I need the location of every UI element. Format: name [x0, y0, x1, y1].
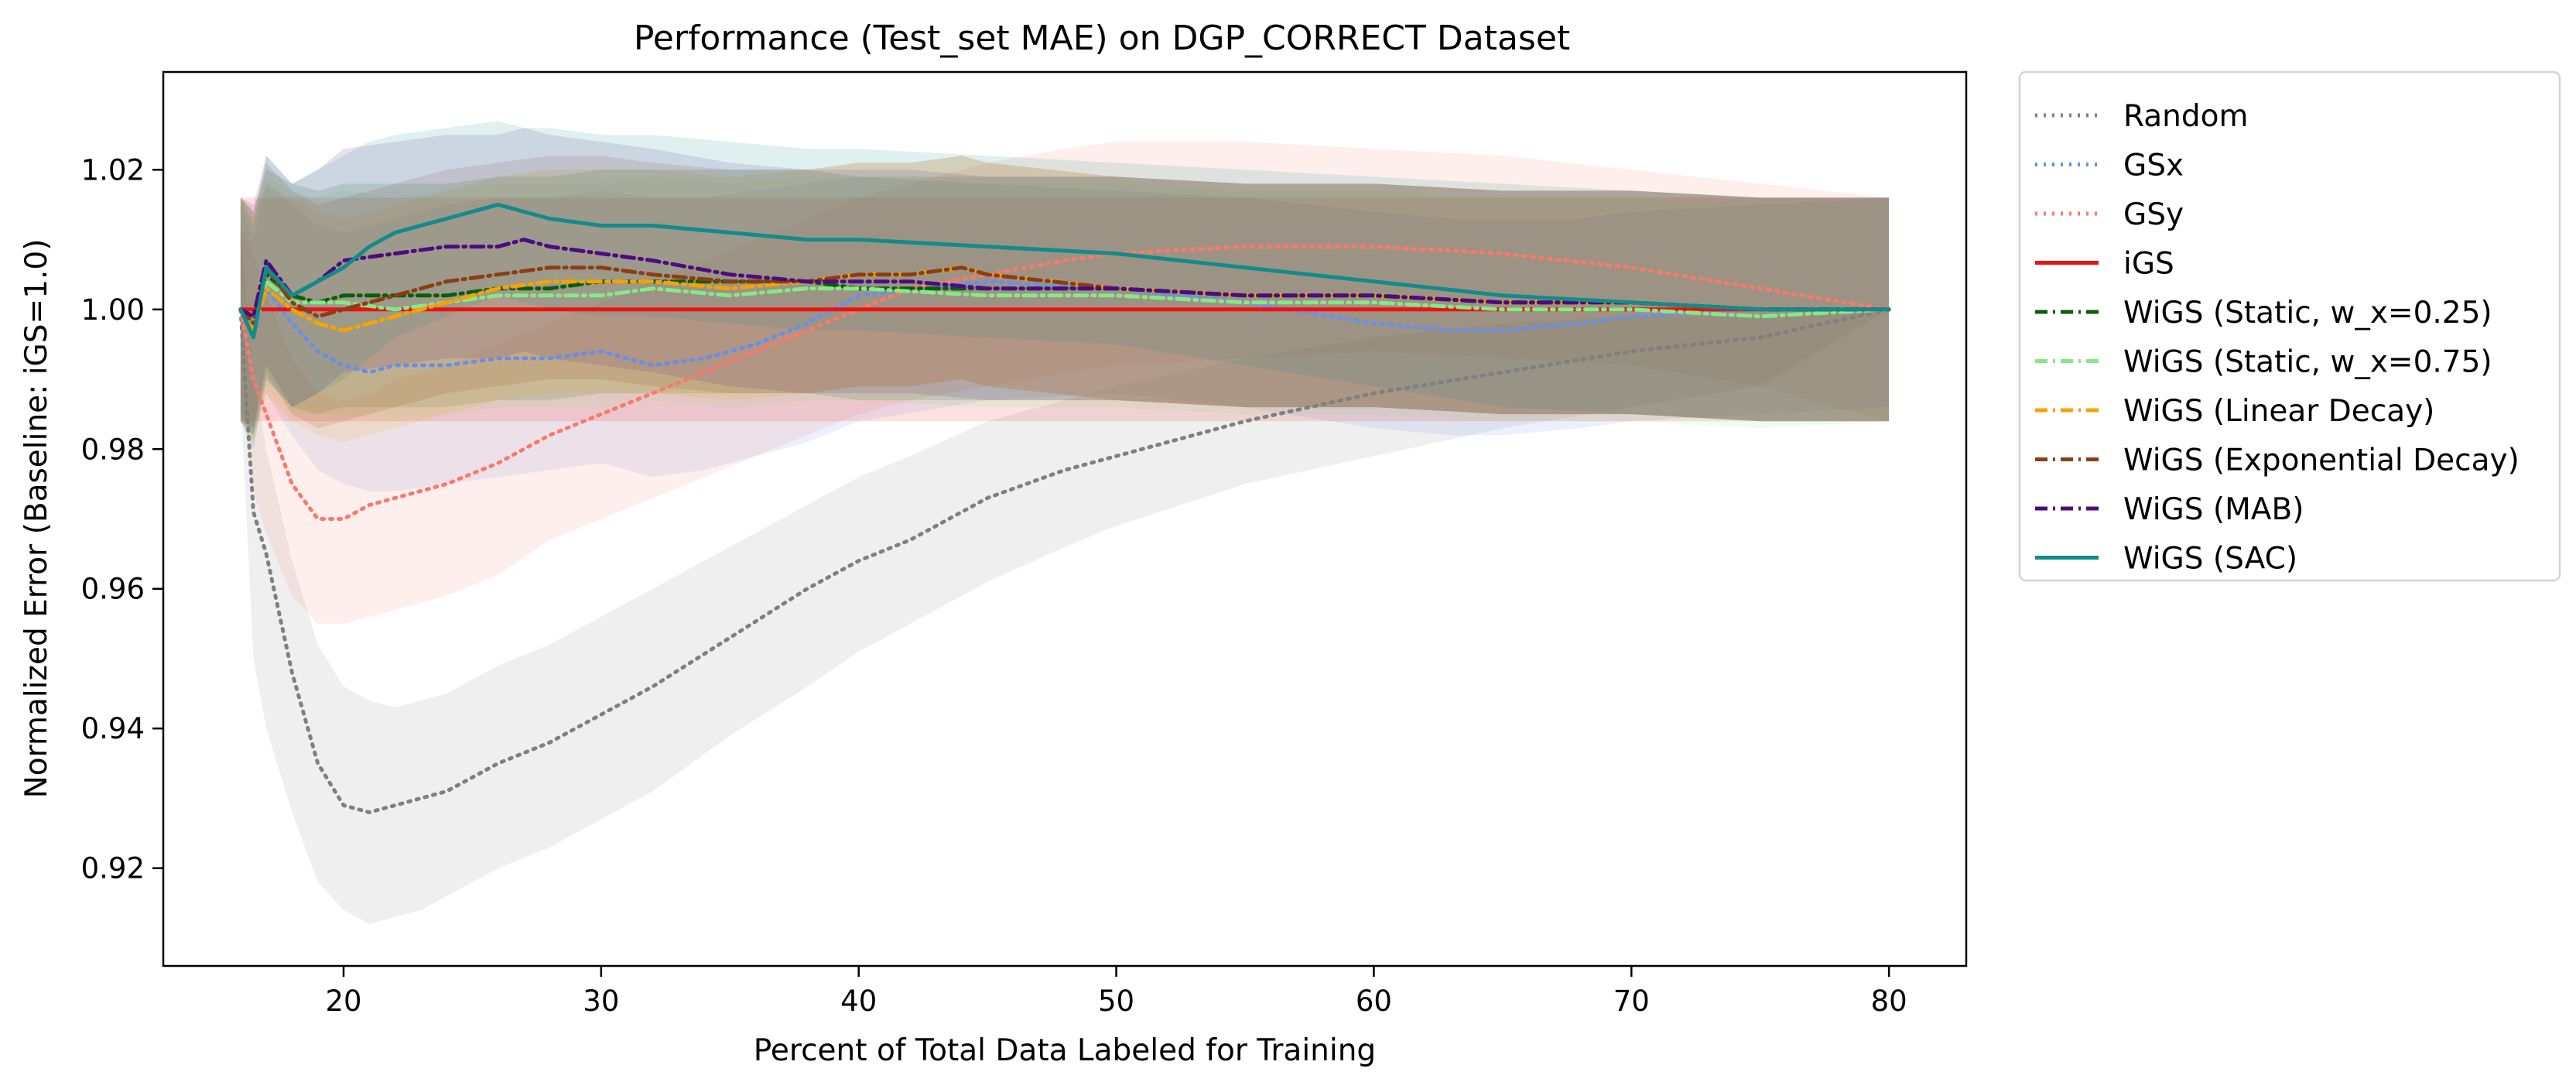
legend-label-wigs-linear-decay: WiGS (Linear Decay) [2123, 394, 2434, 429]
legend: Random GSx GSy iGS WiGS (Static, w_x=0.25) Wi… [2018, 70, 2561, 582]
legend-label-gsx: GSx [2123, 149, 2184, 183]
series-line-gsy [238, 245, 1891, 521]
x-tick-label: 80 [1871, 985, 1907, 1018]
x-tick-label: 70 [1613, 985, 1650, 1018]
band-gsx [240, 176, 1890, 491]
legend-label-wigs-sac: WiGS (SAC) [2123, 542, 2297, 577]
x-tick-label: 50 [1098, 985, 1134, 1018]
legend-item-gsx: GSx [2035, 149, 2184, 183]
legend-item-igs: iGS [2035, 247, 2174, 282]
y-tick-label: 0.98 [81, 433, 145, 466]
legend-item-random: Random [2035, 99, 2248, 134]
legend-label-wigs-static-w-x-0-25: WiGS (Static, w_x=0.25) [2123, 296, 2492, 330]
legend-item-wigs-exponential-decay: WiGS (Exponential Decay) [2035, 443, 2520, 478]
band-wigs-sac [240, 121, 1890, 450]
x-tick-label: 20 [325, 985, 361, 1018]
legend-item-wigs-sac: WiGS (SAC) [2035, 542, 2297, 577]
legend-item-gsy: GSy [2035, 197, 2184, 232]
legend-label-wigs-static-w-x-0-75: WiGS (Static, w_x=0.75) [2123, 345, 2492, 380]
x-axis-ticks: 20 30 40 50 60 70 80 [325, 966, 1907, 1018]
series-lines [238, 202, 1891, 814]
band-gsy [240, 142, 1890, 624]
legend-item-wigs-mab: WiGS (MAB) [2035, 492, 2304, 527]
x-axis-label: Percent of Total Data Labeled for Traini… [754, 1033, 1376, 1068]
y-axis-label: Normalized Error (Baseline: iGS=1.0) [19, 239, 54, 799]
x-tick-label: 30 [583, 985, 619, 1018]
series-line-random [238, 307, 1891, 814]
y-tick-label: 1.00 [81, 293, 145, 327]
x-tick-label: 40 [840, 985, 877, 1018]
legend-label-gsy: GSy [2123, 197, 2184, 232]
legend-items: Random GSx GSy iGS WiGS (Static, w_x=0.25) Wi… [2035, 99, 2520, 577]
legend-label-random: Random [2123, 99, 2248, 134]
legend-item-wigs-static-w-x-0-25: WiGS (Static, w_x=0.25) [2035, 296, 2492, 330]
legend-label-wigs-mab: WiGS (MAB) [2123, 492, 2304, 527]
band-wigs-static-w-x-0-25 [240, 170, 1890, 436]
y-tick-label: 0.94 [81, 712, 145, 745]
series-line-wigs-sac [238, 202, 1891, 340]
legend-label-igs: iGS [2123, 247, 2174, 282]
legend-label-wigs-exponential-decay: WiGS (Exponential Decay) [2123, 443, 2520, 478]
series-line-gsx [238, 279, 1891, 375]
y-tick-label: 0.92 [81, 852, 145, 885]
y-tick-label: 0.96 [81, 573, 145, 606]
legend-box [2018, 70, 2561, 582]
y-axis-ticks: 0.92 0.94 0.96 0.98 1.00 1.02 [81, 153, 163, 885]
y-tick-label: 1.02 [81, 153, 145, 187]
plot-frame [162, 70, 1968, 967]
series-line-wigs-static-w-x-0-75 [238, 279, 1891, 333]
band-wigs-mab [240, 128, 1890, 429]
band-random [240, 225, 1890, 924]
legend-item-wigs-linear-decay: WiGS (Linear Decay) [2035, 394, 2434, 429]
chart-title: Performance (Test_set MAE) on DGP_CORREC… [634, 19, 1570, 58]
x-tick-label: 60 [1356, 985, 1392, 1018]
legend-item-wigs-static-w-x-0-75: WiGS (Static, w_x=0.75) [2035, 345, 2492, 380]
series-line-wigs-linear-decay [238, 265, 1891, 333]
